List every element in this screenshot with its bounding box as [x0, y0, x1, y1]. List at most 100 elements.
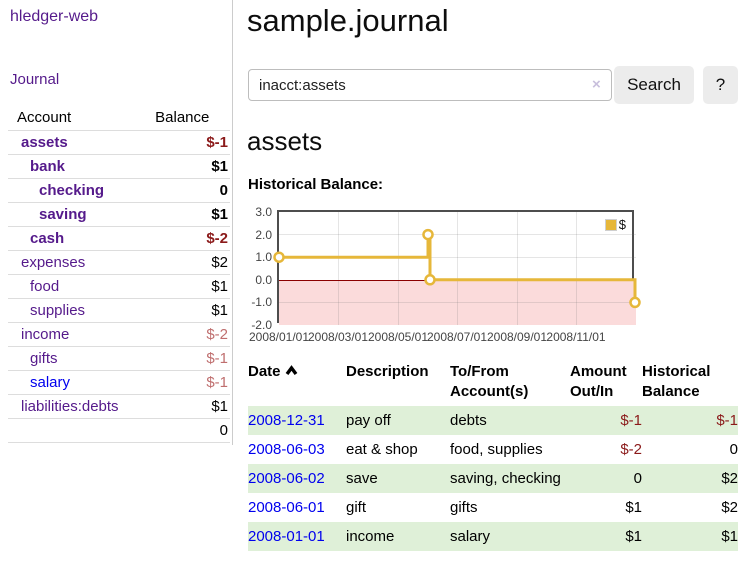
account-link-liabilities-debts[interactable]: liabilities:debts: [21, 397, 119, 415]
account-row: expenses $2: [8, 250, 230, 274]
transaction-balance: $2: [721, 499, 738, 516]
transactions-table: Date Description To/From Account(s) Amou…: [248, 360, 738, 551]
transaction-accounts: saving, checking: [450, 470, 561, 487]
accounts-table: Account Balance assets $-1 bank $1 check…: [8, 106, 230, 443]
header-historical-balance: Historical Balance: [642, 363, 711, 400]
search-input[interactable]: [248, 69, 612, 101]
y-tick-label: 1.0: [255, 250, 272, 264]
account-link-gifts[interactable]: gifts: [30, 349, 58, 367]
page-title: sample.journal: [247, 3, 449, 38]
transaction-row: 2008-01-01 income salary $1 $1: [248, 522, 738, 551]
header-date: Date: [248, 360, 346, 406]
transaction-row: 2008-12-31 pay off debts $-1 $-1: [248, 406, 738, 435]
account-balance: $-2: [206, 325, 228, 343]
account-row: liabilities:debts $1: [8, 394, 230, 418]
y-tick-label: -1.0: [251, 295, 272, 309]
account-balance: $1: [211, 301, 228, 319]
accounts-header-balance: Balance: [155, 109, 210, 127]
transaction-description: save: [346, 470, 378, 487]
chart-plot-area: $: [273, 210, 641, 325]
transaction-balance: $2: [721, 470, 738, 487]
account-link-cash[interactable]: cash: [30, 229, 65, 247]
transactions-header-row: Date Description To/From Account(s) Amou…: [248, 360, 738, 406]
app-title-link[interactable]: hledger-web: [10, 8, 99, 25]
transaction-balance: $1: [721, 528, 738, 545]
account-row: cash $-2: [8, 226, 230, 250]
account-balance: $2: [211, 253, 228, 271]
transaction-row: 2008-06-02 save saving, checking 0 $2: [248, 464, 738, 493]
transaction-description: pay off: [346, 412, 391, 429]
account-link-saving[interactable]: saving: [39, 205, 87, 223]
transaction-description: gift: [346, 499, 367, 516]
historical-balance-chart: 3.0 2.0 1.0 0.0 -1.0 -2.0 $ 2008/01/01 2…: [236, 203, 716, 345]
sidebar-item-journal[interactable]: Journal: [10, 71, 60, 88]
account-balance: $-2: [206, 229, 228, 247]
chart-title-label: Historical Balance:: [248, 176, 384, 193]
account-row: supplies $1: [8, 298, 230, 322]
account-link-income[interactable]: income: [21, 325, 70, 343]
transaction-accounts: debts: [450, 412, 487, 429]
transaction-date-link[interactable]: 2008-01-01: [248, 528, 325, 545]
y-tick-label: -2.0: [251, 318, 272, 332]
account-balance: $1: [211, 277, 228, 295]
account-link-food[interactable]: food: [30, 277, 60, 295]
account-link-supplies[interactable]: supplies: [30, 301, 86, 319]
y-tick-label: 0.0: [255, 273, 272, 287]
x-tick-label: 2008/03/01: [307, 330, 369, 344]
account-row: gifts $-1: [8, 346, 230, 370]
legend-swatch-icon: [604, 218, 617, 231]
accounts-total-value: 0: [219, 421, 228, 439]
account-row: checking 0: [8, 178, 230, 202]
help-button[interactable]: ?: [703, 66, 738, 104]
account-link-expenses[interactable]: expenses: [21, 253, 86, 271]
y-tick-label: 3.0: [255, 205, 272, 219]
transaction-amount: $1: [625, 499, 642, 516]
sort-ascending-icon: [285, 362, 298, 382]
accounts-header-account: Account: [17, 109, 72, 127]
transaction-date-link[interactable]: 2008-06-03: [248, 441, 325, 458]
transaction-amount: $-1: [620, 412, 642, 429]
account-balance: $1: [211, 157, 228, 175]
search-button[interactable]: Search: [614, 66, 694, 104]
account-link-checking[interactable]: checking: [39, 181, 105, 199]
account-balance: $1: [211, 397, 228, 415]
account-row: food $1: [8, 274, 230, 298]
x-tick-label: 2008/05/01: [367, 330, 429, 344]
x-tick-label: 2008/01/01: [248, 330, 310, 344]
account-link-assets[interactable]: assets: [21, 133, 68, 151]
transaction-amount: $1: [625, 528, 642, 545]
account-row: bank $1: [8, 154, 230, 178]
account-balance: $-1: [206, 133, 228, 151]
accounts-total-row: 0: [8, 418, 230, 442]
chart-negative-region: [279, 280, 636, 325]
transaction-date-link[interactable]: 2008-06-01: [248, 499, 325, 516]
transaction-accounts: food, supplies: [450, 441, 543, 458]
x-tick-label: 2008/07/01: [426, 330, 488, 344]
header-amount-outin: Amount Out/In: [570, 363, 627, 400]
header-tofrom-accounts: To/From Account(s): [450, 363, 529, 400]
account-balance: $-1: [206, 373, 228, 391]
transaction-date-link[interactable]: 2008-06-02: [248, 470, 325, 487]
chart-legend: $: [602, 216, 628, 233]
balance-step-line: [273, 228, 641, 309]
transaction-accounts: gifts: [450, 499, 478, 516]
transaction-row: 2008-06-03 eat & shop food, supplies $-2…: [248, 435, 738, 464]
clear-search-icon[interactable]: ×: [592, 76, 601, 93]
account-row: income $-2: [8, 322, 230, 346]
transaction-date-link[interactable]: 2008-12-31: [248, 412, 325, 429]
transaction-balance: $-1: [716, 412, 738, 429]
y-tick-label: 2.0: [255, 228, 272, 242]
account-link-salary[interactable]: salary: [30, 373, 71, 391]
account-balance: $-1: [206, 349, 228, 367]
accounts-table-header: Account Balance: [8, 106, 230, 130]
transaction-amount: 0: [633, 470, 642, 487]
sidebar: hledger-web Journal Account Balance asse…: [0, 0, 233, 445]
transaction-accounts: salary: [450, 528, 491, 545]
account-row: saving $1: [8, 202, 230, 226]
account-link-bank[interactable]: bank: [30, 157, 66, 175]
header-description: Description: [346, 363, 429, 380]
x-tick-label: 2008/09/01: [486, 330, 548, 344]
account-row: assets $-1: [8, 130, 230, 154]
account-balance: $1: [211, 205, 228, 223]
account-row: salary $-1: [8, 370, 230, 394]
